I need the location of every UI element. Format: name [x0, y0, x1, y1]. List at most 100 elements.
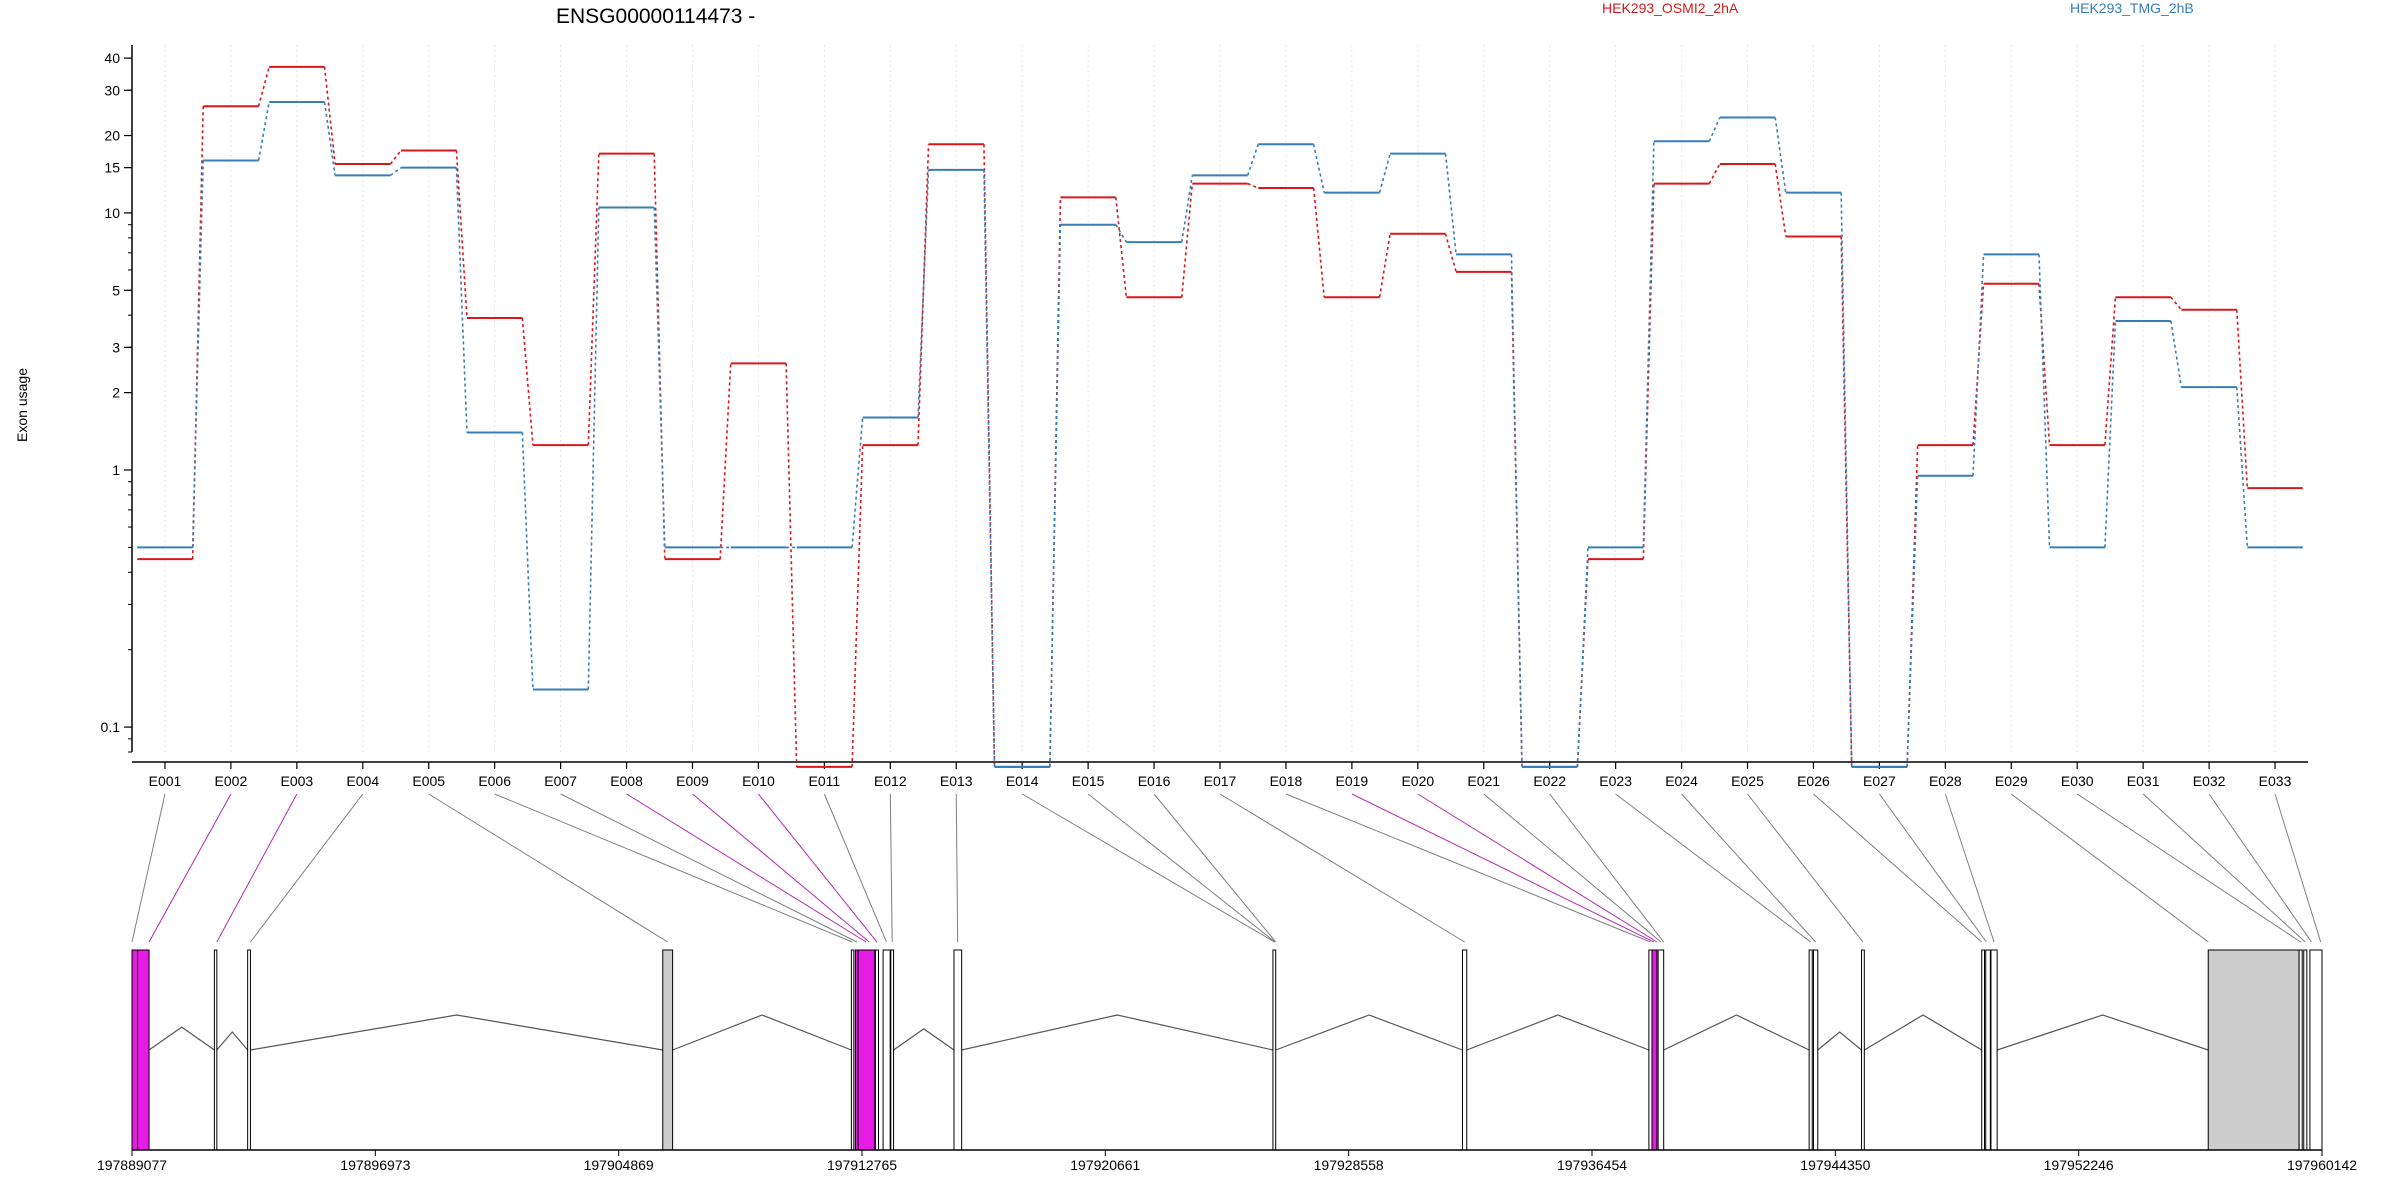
exon-block [131, 949, 139, 1151]
exon-block [857, 949, 876, 1151]
exon-block [1985, 949, 1991, 1151]
genomic-tick-label: 197944350 [1800, 1157, 1870, 1173]
x-tick-label: E016 [1138, 773, 1171, 789]
x-tick-label: E027 [1863, 773, 1896, 789]
genomic-coordinate-axis: 197889077 197896973 197904869 197912765 1979… [97, 1149, 2357, 1173]
intron-line [893, 1028, 955, 1051]
series-transition [1312, 144, 1325, 193]
series-transition [1378, 153, 1391, 193]
exon-block [1861, 949, 1865, 1151]
series-transition [1576, 547, 1589, 767]
exon-connector [428, 793, 668, 943]
x-tick-label: E011 [809, 773, 841, 789]
x-tick-label: E002 [215, 773, 248, 789]
series-transition [1510, 254, 1523, 767]
exon-block [2303, 949, 2308, 1151]
x-tick-label: E021 [1467, 773, 1500, 789]
exon-connector [1219, 793, 1465, 943]
genomic-tick-label: 197936454 [1557, 1157, 1627, 1173]
x-tick-label: E001 [149, 773, 182, 789]
x-tick-label: E006 [478, 773, 511, 789]
y-tick-label: 30 [104, 82, 120, 98]
series-transition [2104, 320, 2117, 548]
series-transition [257, 101, 270, 161]
y-tick-label: 15 [104, 160, 120, 176]
x-tick-label: E033 [2259, 773, 2292, 789]
y-tick-label: 0.1 [101, 719, 121, 735]
y-tick-label: 10 [104, 205, 120, 221]
x-tick-label: E029 [1995, 773, 2028, 789]
intron-line [961, 1014, 1274, 1051]
series-transition [521, 317, 534, 446]
genomic-tick-label: 197912765 [827, 1157, 897, 1173]
intron-line [672, 1014, 852, 1051]
grid [164, 45, 2276, 752]
x-tick-label: E017 [1204, 773, 1237, 789]
series-transition [1049, 224, 1062, 767]
x-tick-label: E024 [1665, 773, 1698, 789]
series-transition [2170, 320, 2183, 388]
exon-connector [1417, 793, 1658, 943]
genomic-tick-label: 197896973 [340, 1157, 410, 1173]
exon-connector [2010, 793, 2209, 943]
intron-line [148, 1026, 215, 1051]
exon-connector [2142, 793, 2306, 943]
series-transition [1708, 163, 1721, 185]
exon-block [247, 949, 251, 1151]
legend-series-2: HEK293_TMG_2hB [2070, 0, 2194, 16]
exon-connector [1483, 793, 1662, 943]
x-tick-label: E014 [1006, 773, 1039, 789]
exon-connector [2208, 793, 2312, 943]
exon-connector [1549, 793, 1665, 943]
intron-line [216, 1031, 249, 1051]
intron-line [1663, 1014, 1810, 1051]
exon-connector [758, 793, 878, 943]
exon-connector [1021, 793, 1275, 943]
x-tick-label: E030 [2061, 773, 2094, 789]
genomic-tick-label: 197904869 [584, 1157, 654, 1173]
gene-model [131, 949, 2323, 1151]
series-transition [1115, 224, 1128, 243]
series-transition [587, 207, 600, 690]
genomic-tick-label: 197889077 [97, 1157, 167, 1173]
axes: 0.1 1 2 3 5 10 15 20 30 40 E001 E002 E003 E004 E005 E00… [101, 45, 2308, 789]
series-transition [1774, 117, 1787, 193]
series-transition [521, 432, 534, 690]
series-transition [455, 167, 468, 433]
x-tick-label: E025 [1731, 773, 1764, 789]
series-transition [390, 167, 402, 177]
x-tick-label: E032 [2193, 773, 2226, 789]
y-tick-label: 2 [112, 385, 120, 401]
series-transition [1840, 192, 1853, 767]
x-tick-label: E018 [1270, 773, 1303, 789]
x-tick-label: E013 [940, 773, 973, 789]
exon-connector [1285, 793, 1651, 943]
exon-block [1812, 949, 1819, 1151]
exon-connector [2076, 793, 2301, 943]
exon-block [1461, 949, 1468, 1151]
y-tick-label: 20 [104, 128, 120, 144]
series-transition [851, 445, 864, 767]
x-tick-label: E020 [1401, 773, 1434, 789]
genomic-tick-label: 197952246 [2044, 1157, 2114, 1173]
x-tick-label: E007 [544, 773, 577, 789]
intron-line [1466, 1014, 1650, 1051]
intron-line [250, 1014, 663, 1051]
exon-connector [955, 793, 959, 943]
series-transition [2104, 297, 2117, 446]
exon-connector [494, 793, 853, 943]
exon-block [890, 949, 895, 1151]
exon-block [953, 949, 963, 1151]
series-transition [1708, 117, 1721, 142]
exon-connector [1615, 793, 1811, 943]
series-transition [1642, 141, 1655, 548]
x-tick-label: E023 [1599, 773, 1632, 789]
exon-connector [1087, 793, 1276, 943]
exon-connector [889, 793, 893, 943]
series-transition [1774, 163, 1787, 237]
series-transition [257, 66, 270, 107]
series-transition [1180, 175, 1194, 243]
series-transition [323, 66, 336, 165]
series-transition [719, 363, 732, 560]
